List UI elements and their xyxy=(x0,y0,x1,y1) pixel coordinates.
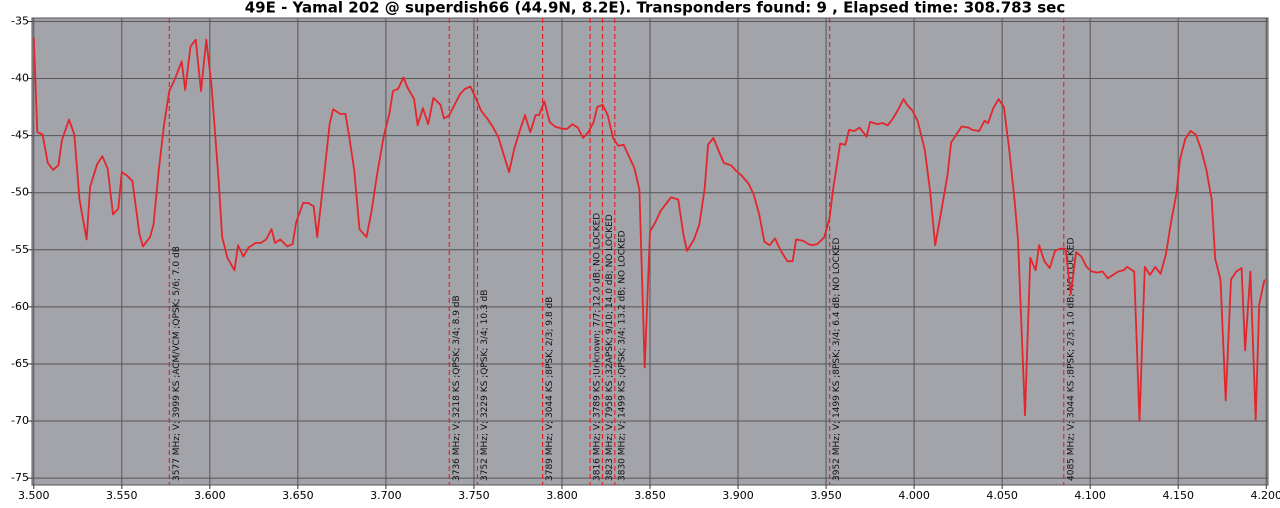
x-tick-label: 3.850 xyxy=(634,489,666,502)
x-tick-label: 4.100 xyxy=(1074,489,1106,502)
x-tick-label: 3.550 xyxy=(106,489,138,502)
x-tick-label: 4.200 xyxy=(1250,489,1280,502)
transponder-label: 3736 MHz; V; 3218 KS ;QPSK; 3/4; 8.9 dB xyxy=(452,295,462,481)
x-tick-label: 4.000 xyxy=(898,489,930,502)
transponder-label: 3789 MHz; V; 3044 KS ;8PSK; 2/3; 9.8 dB xyxy=(545,297,555,481)
y-tick-label: -70 xyxy=(11,414,29,427)
x-tick-label: 3.800 xyxy=(546,489,578,502)
y-tick-label: -35 xyxy=(11,14,29,27)
y-tick-label: -55 xyxy=(11,243,29,256)
x-tick-label: 3.600 xyxy=(194,489,226,502)
x-tick-label: 4.050 xyxy=(986,489,1018,502)
y-tick-label: -50 xyxy=(11,186,29,199)
y-tick-label: -75 xyxy=(11,471,29,484)
chart-title: 49E - Yamal 202 @ superdish66 (44.9N, 8.… xyxy=(245,0,1066,17)
x-tick-label: 4.150 xyxy=(1162,489,1194,502)
spectrum-line xyxy=(32,37,1266,422)
transponder-label: 4085 MHz; V; 3044 KS ;8PSK; 2/3; 1.0 dB;… xyxy=(1066,237,1076,481)
x-tick-label: 3.700 xyxy=(370,489,402,502)
x-tick-label: 3.750 xyxy=(458,489,490,502)
transponder-label: 3577 MHz; V; 3999 KS ;ACM/VCM ;QPSK; 5/6… xyxy=(172,246,182,481)
x-tick-label: 3.900 xyxy=(722,489,754,502)
y-tick-label: -40 xyxy=(11,72,29,85)
transponder-label: 3752 MHz; V; 3229 KS ;QPSK; 3/4; 10.3 dB xyxy=(480,290,490,481)
y-tick-label: -60 xyxy=(11,300,29,313)
y-tick-label: -45 xyxy=(11,129,29,142)
y-tick-label: -65 xyxy=(11,357,29,370)
transponder-label: 3830 MHz; V; 1499 KS ;QPSK; 3/4; 13.2 dB… xyxy=(617,230,627,481)
x-tick-label: 3.500 xyxy=(18,489,50,502)
transponder-label: 3823 MHz; V; 7958 KS ;32APSK; 9/10; 14.0… xyxy=(605,214,615,481)
transponder-label: 3816 MHz; V; 3789 KS ;Unknown; 7/7; 12.0… xyxy=(593,213,603,481)
x-tick-label: 3.950 xyxy=(810,489,842,502)
transponder-label: 3952 MHz; V; 1499 KS ;8PSK; 3/4; 6.4 dB;… xyxy=(832,237,842,481)
x-tick-label: 3.650 xyxy=(282,489,314,502)
